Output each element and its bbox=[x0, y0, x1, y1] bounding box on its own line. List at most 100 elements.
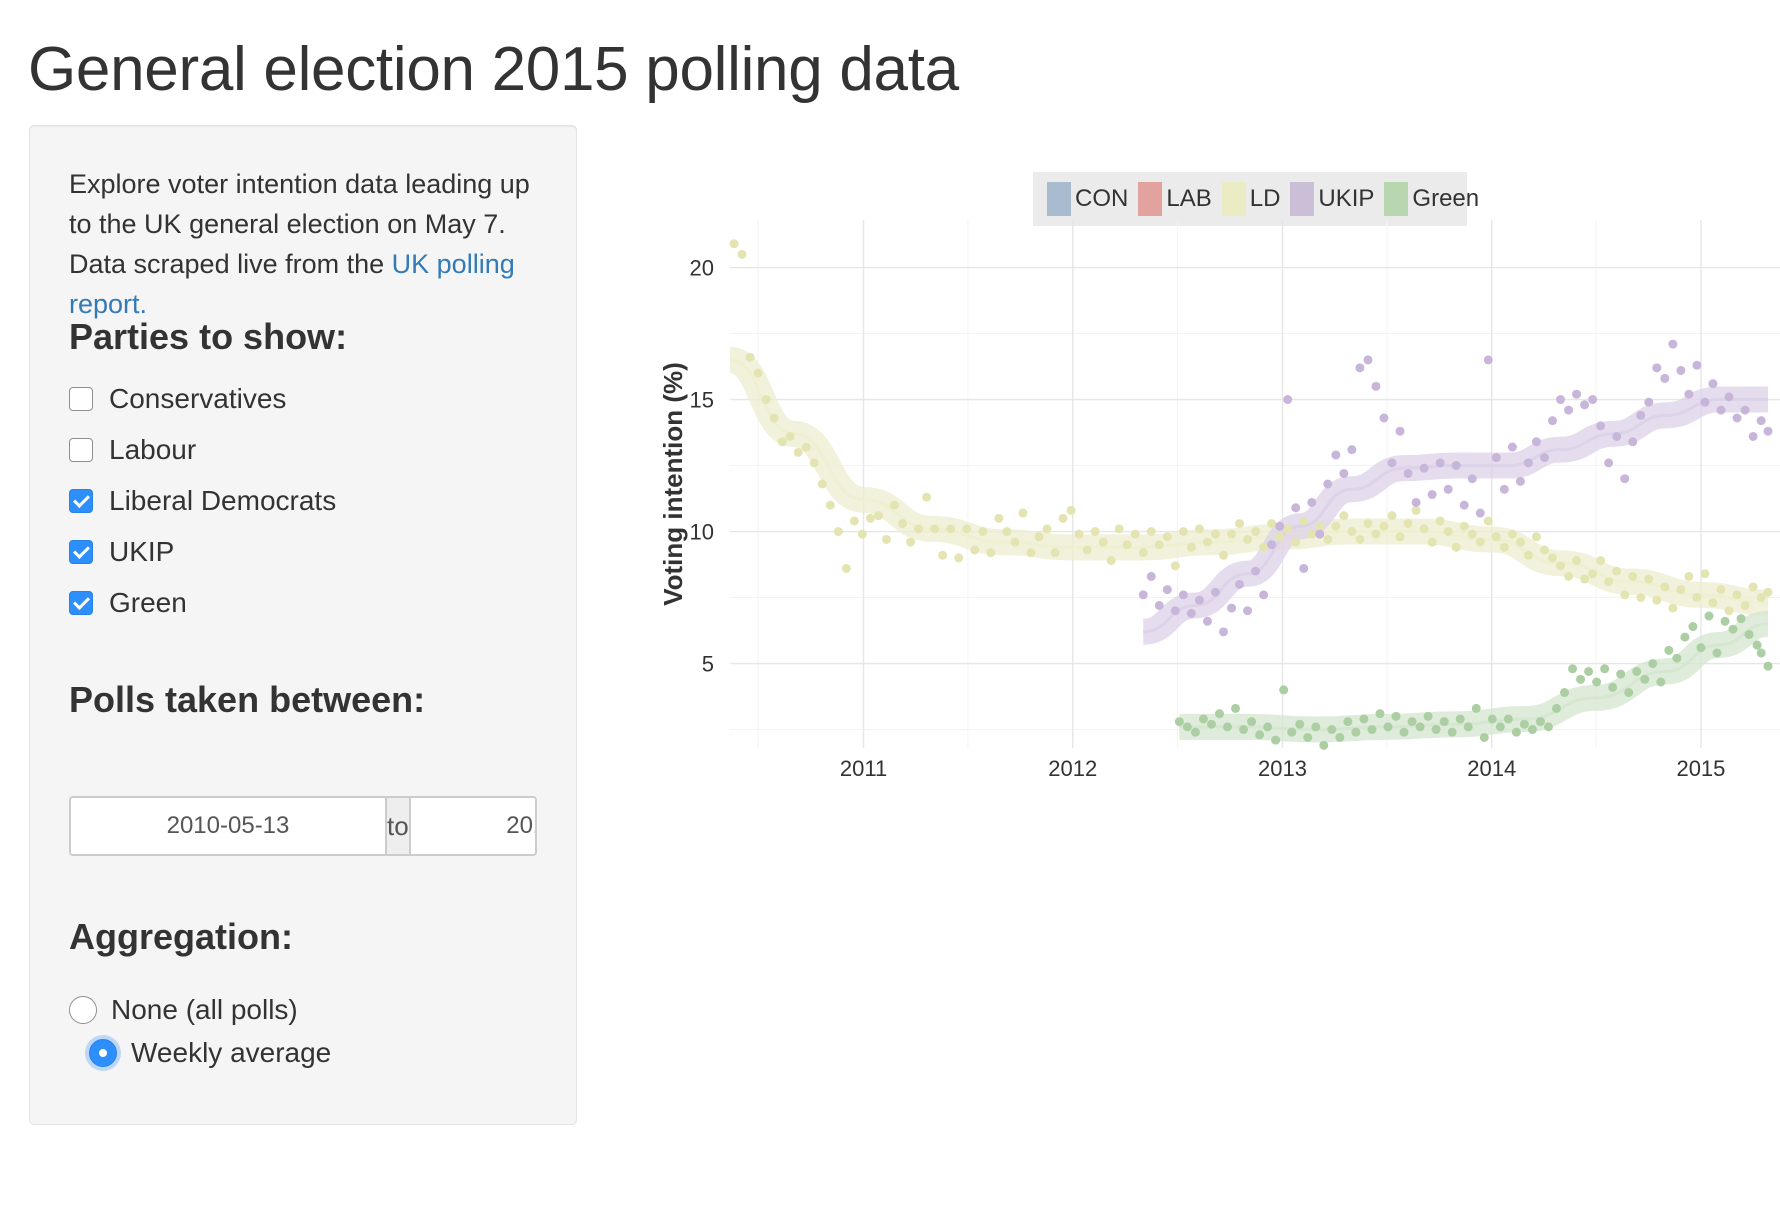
page-title: General election 2015 polling data bbox=[28, 35, 959, 104]
checkbox-ukip[interactable]: UKIP bbox=[69, 532, 174, 572]
point-ukip bbox=[1475, 508, 1485, 518]
y-tick-label: 5 bbox=[702, 652, 714, 677]
x-tick-label: 2011 bbox=[840, 756, 887, 781]
point-green bbox=[1763, 661, 1773, 671]
point-ld bbox=[1130, 529, 1140, 539]
point-ld bbox=[1572, 556, 1582, 566]
y-tick-label: 20 bbox=[690, 256, 714, 281]
point-green bbox=[1295, 719, 1305, 729]
point-green bbox=[1535, 717, 1545, 727]
point-ld bbox=[1732, 590, 1742, 600]
point-ld bbox=[1178, 527, 1188, 537]
point-ld bbox=[1756, 593, 1766, 603]
point-ukip bbox=[1732, 413, 1742, 423]
point-ukip bbox=[1700, 397, 1710, 407]
point-ukip bbox=[1612, 431, 1622, 441]
point-ld bbox=[1186, 542, 1196, 552]
radio-weekly-average[interactable]: Weekly average bbox=[89, 1032, 331, 1074]
point-green bbox=[1399, 727, 1409, 737]
point-ld bbox=[906, 537, 916, 547]
checkbox-label: Labour bbox=[109, 434, 197, 465]
point-ukip bbox=[1307, 497, 1317, 507]
point-ukip bbox=[1588, 395, 1598, 405]
checkbox-box[interactable] bbox=[69, 489, 93, 513]
point-ld bbox=[1427, 537, 1437, 547]
point-green bbox=[1439, 717, 1449, 727]
point-ld bbox=[954, 553, 964, 563]
point-ld bbox=[881, 534, 891, 544]
point-ld bbox=[1668, 603, 1678, 613]
point-ld bbox=[1106, 556, 1116, 566]
point-green bbox=[1576, 674, 1586, 684]
point-ld bbox=[1475, 537, 1485, 547]
point-ld bbox=[1010, 537, 1020, 547]
point-ld bbox=[1740, 600, 1750, 610]
radio-button[interactable] bbox=[69, 996, 97, 1024]
checkbox-box[interactable] bbox=[69, 540, 93, 564]
point-ld bbox=[809, 458, 819, 468]
point-ld bbox=[1170, 561, 1180, 571]
point-green bbox=[1255, 730, 1265, 740]
point-green bbox=[1656, 677, 1666, 687]
point-ld bbox=[1002, 527, 1012, 537]
point-ld bbox=[1098, 537, 1108, 547]
checkbox-labour[interactable]: Labour bbox=[69, 430, 196, 470]
point-ukip bbox=[1531, 437, 1541, 447]
point-ld bbox=[1556, 561, 1566, 571]
x-tick-label: 2015 bbox=[1676, 756, 1725, 781]
end-date-input[interactable] bbox=[410, 798, 535, 854]
point-ld bbox=[1355, 534, 1365, 544]
uk-polling-report-link[interactable]: UK polling report. bbox=[69, 249, 515, 319]
point-ld bbox=[978, 527, 988, 537]
point-ukip bbox=[1331, 450, 1341, 460]
legend-item-con: CON bbox=[1047, 182, 1134, 216]
point-ld bbox=[1210, 529, 1220, 539]
legend-item-ld: LD bbox=[1221, 182, 1287, 216]
legend-label: Green bbox=[1412, 185, 1480, 212]
chart-area: CON LAB LD UKIP Green 5 10 15 20 2011 2012 201… bbox=[640, 160, 1780, 920]
point-ukip bbox=[1644, 397, 1654, 407]
point-ukip bbox=[1267, 540, 1277, 550]
point-ukip bbox=[1515, 476, 1525, 486]
point-green bbox=[1335, 732, 1345, 742]
point-ld bbox=[1604, 577, 1614, 587]
point-ld bbox=[1227, 529, 1237, 539]
point-ukip bbox=[1459, 500, 1469, 510]
point-green bbox=[1568, 664, 1578, 674]
point-green bbox=[1231, 703, 1241, 713]
point-green bbox=[1174, 717, 1184, 727]
point-ld bbox=[1395, 532, 1405, 542]
point-ld bbox=[1539, 545, 1549, 555]
point-ld bbox=[922, 492, 932, 502]
point-ld bbox=[1596, 556, 1606, 566]
radio-button[interactable] bbox=[89, 1039, 117, 1067]
checkbox-box[interactable] bbox=[69, 387, 93, 411]
point-ukip bbox=[1411, 497, 1421, 507]
point-green bbox=[1311, 722, 1321, 732]
checkbox-label: Liberal Democrats bbox=[109, 485, 337, 516]
point-ukip bbox=[1652, 363, 1662, 373]
radio-label: None (all polls) bbox=[111, 994, 298, 1025]
start-date-input[interactable] bbox=[71, 798, 385, 854]
point-ld bbox=[1507, 529, 1517, 539]
smooth-line-ukip bbox=[1143, 398, 1768, 634]
checkbox-box[interactable] bbox=[69, 438, 93, 462]
checkbox-liberal-democrats[interactable]: Liberal Democrats bbox=[69, 481, 336, 521]
point-ukip bbox=[1371, 381, 1381, 391]
legend-label: CON bbox=[1075, 185, 1129, 212]
point-green bbox=[1455, 714, 1465, 724]
point-ukip bbox=[1620, 474, 1630, 484]
point-ukip bbox=[1146, 571, 1156, 581]
radio-none-all-polls[interactable]: None (all polls) bbox=[69, 989, 298, 1031]
point-ld bbox=[1748, 582, 1758, 592]
point-ld bbox=[1515, 537, 1525, 547]
smooth-band-green bbox=[1179, 610, 1770, 743]
point-ld bbox=[1443, 527, 1453, 537]
checkbox-conservatives[interactable]: Conservatives bbox=[69, 379, 286, 419]
legend-label: LD bbox=[1249, 185, 1281, 212]
checkbox-green[interactable]: Green bbox=[69, 583, 187, 623]
point-ukip bbox=[1154, 600, 1164, 610]
point-green bbox=[1728, 624, 1738, 634]
checkbox-box[interactable] bbox=[69, 591, 93, 615]
point-ukip bbox=[1138, 590, 1148, 600]
